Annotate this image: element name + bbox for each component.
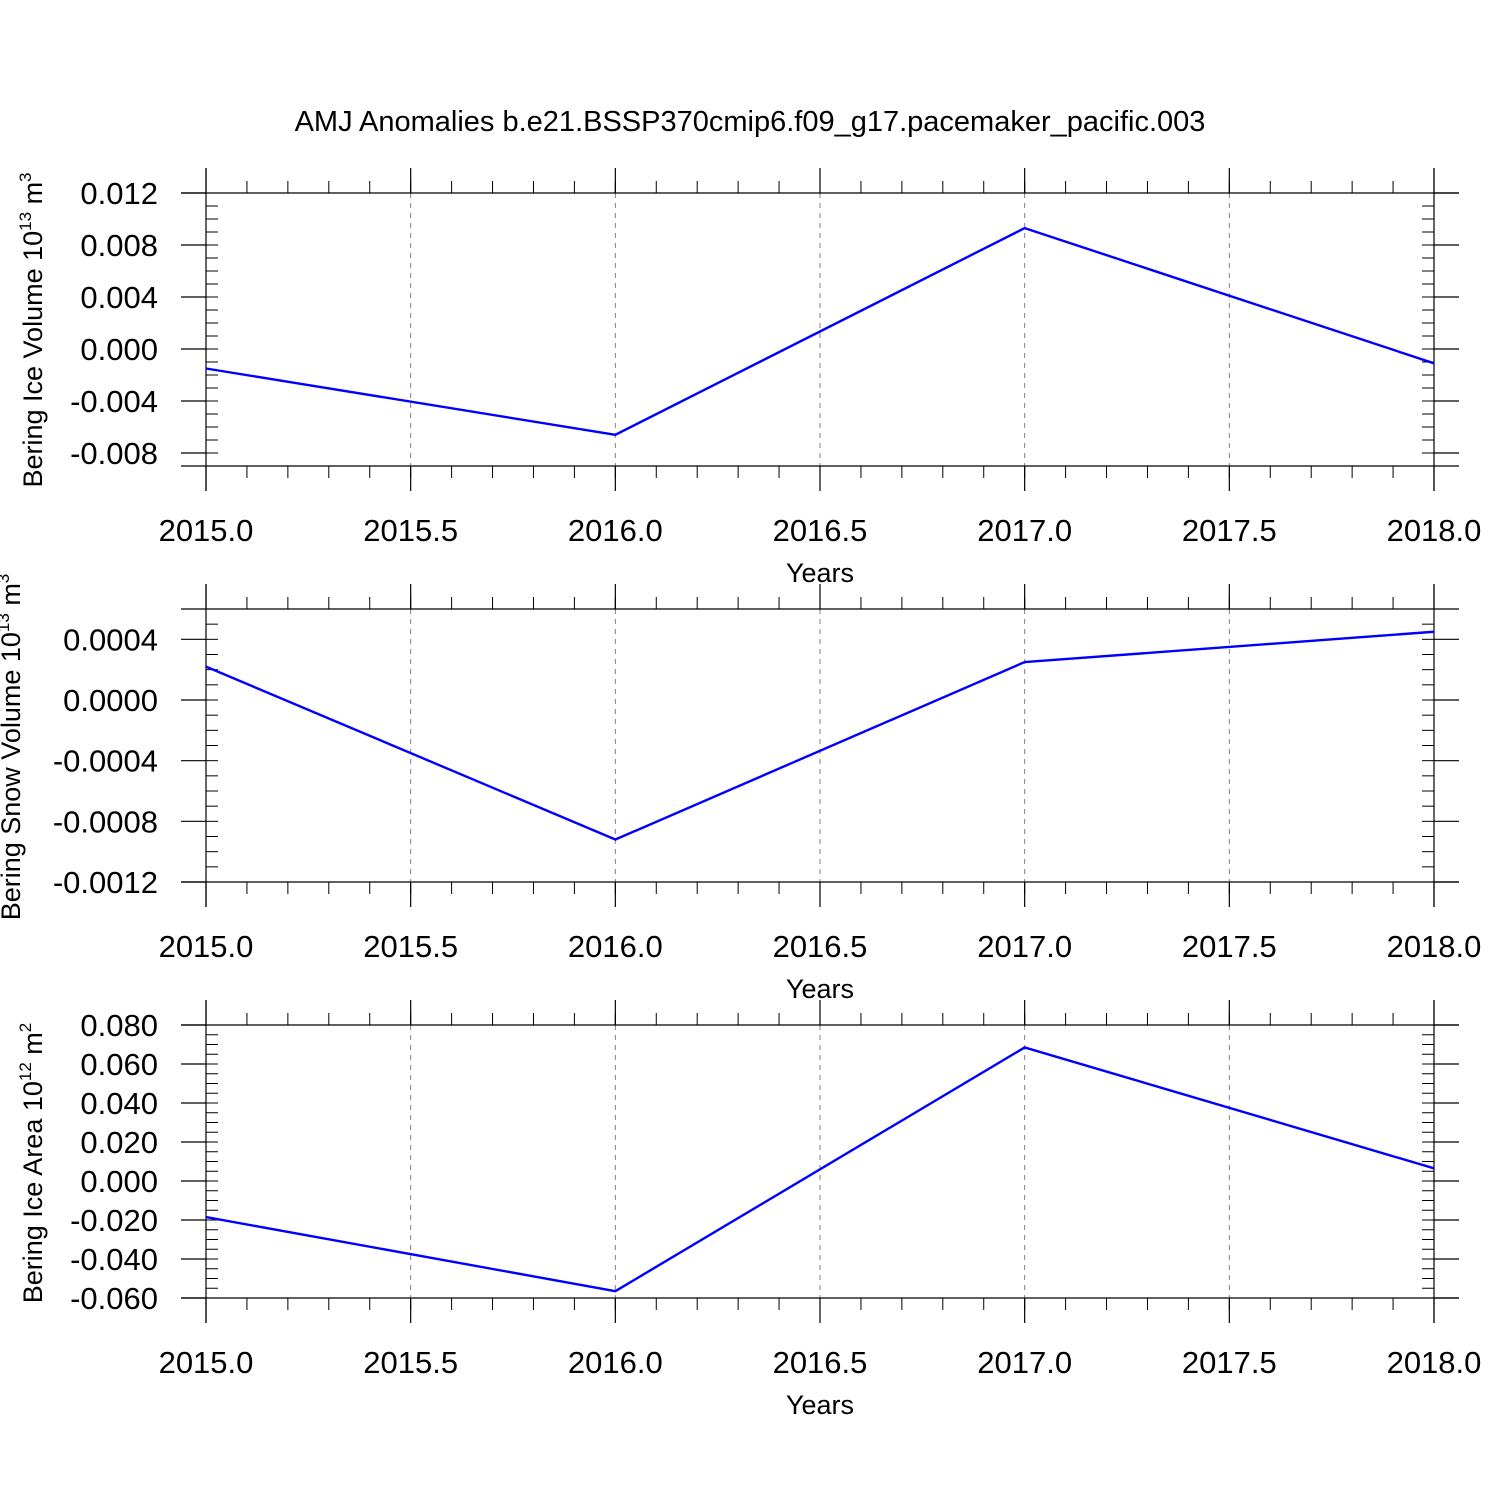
- panel-3: 2015.0 2015.5 2016.0 2016.5 2017.0 2017.5 2018…: [16, 1000, 1481, 1420]
- x-tick-label: 2015.5: [363, 1345, 458, 1380]
- y-tick-label: 0.060: [80, 1047, 158, 1082]
- y-tick-label: -0.0008: [53, 804, 158, 839]
- x-tick-label: 2016.5: [773, 513, 868, 548]
- y-tick-label: -0.008: [70, 436, 158, 471]
- y-axis-label: Bering Ice Volume 1013 m3: [16, 172, 48, 487]
- y-tick-label: 0.0004: [63, 622, 158, 657]
- y-tick-label: 0.004: [80, 280, 158, 315]
- y-tick-label: 0.020: [80, 1125, 158, 1160]
- x-tick-label: 2018.0: [1387, 513, 1482, 548]
- y-tick-label: 0.000: [80, 332, 158, 367]
- y-axis-label-superscript: 13: [0, 613, 13, 632]
- y-tick-label: -0.060: [70, 1281, 158, 1316]
- series-line: [205, 226, 1435, 436]
- x-tick-label: 2018.0: [1387, 929, 1482, 964]
- y-axis-label-superscript: 12: [16, 1062, 35, 1081]
- y-axis-label-superscript: 13: [16, 212, 35, 231]
- y-tick-label: 0.000: [80, 1164, 158, 1199]
- y-axis-label-part: Bering Ice Area 10: [18, 1081, 48, 1303]
- x-tick-label: 2015.0: [159, 929, 254, 964]
- y-tick-label: -0.020: [70, 1203, 158, 1238]
- series-line: [205, 1046, 1435, 1293]
- y-tick-label: 0.080: [80, 1008, 158, 1043]
- y-tick-label: 0.012: [80, 176, 158, 211]
- y-axis-label: Bering Ice Area 1012 m2: [16, 1023, 48, 1304]
- y-axis-label-part: m: [18, 1032, 48, 1062]
- x-axis-label: Years: [786, 1390, 854, 1420]
- x-tick-label: 2017.0: [977, 513, 1072, 548]
- x-tick-label: 2016.0: [568, 1345, 663, 1380]
- x-axis-label: Years: [786, 974, 854, 1004]
- x-tick-label: 2015.0: [159, 1345, 254, 1380]
- x-tick-label: 2015.5: [363, 513, 458, 548]
- x-tick-label: 2016.0: [568, 513, 663, 548]
- y-tick-label: 0.008: [80, 228, 158, 263]
- panel-2: 2015.0 2015.5 2016.0 2016.5 2017.0 2017.5 2018…: [0, 574, 1481, 1004]
- x-tick-label: 2018.0: [1387, 1345, 1482, 1380]
- x-tick-label: 2017.5: [1182, 513, 1277, 548]
- panel-1: 2015.0 2015.5 2016.0 2016.5 2017.0 2017.5 2018…: [16, 168, 1481, 588]
- y-axis-label-part: Bering Snow Volume 10: [0, 632, 26, 920]
- y-tick-label: -0.0004: [53, 744, 158, 779]
- x-tick-label: 2017.5: [1182, 1345, 1277, 1380]
- y-axis-label-superscript: 3: [0, 574, 13, 583]
- x-tick-label: 2017.0: [977, 929, 1072, 964]
- x-tick-label: 2017.5: [1182, 929, 1277, 964]
- y-tick-label: -0.040: [70, 1242, 158, 1277]
- y-axis-label-part: m: [18, 182, 48, 212]
- x-tick-label: 2015.5: [363, 929, 458, 964]
- y-tick-label: 0.040: [80, 1086, 158, 1121]
- y-tick-label: -0.004: [70, 384, 158, 419]
- x-tick-label: 2016.0: [568, 929, 663, 964]
- plots: 2015.0 2015.5 2016.0 2016.5 2017.0 2017.5 2018…: [0, 168, 1481, 1420]
- series-line: [205, 630, 1435, 841]
- figure-title: AMJ Anomalies b.e21.BSSP370cmip6.f09_g17…: [295, 106, 1206, 138]
- y-axis-label: Bering Snow Volume 1013 m3: [0, 574, 26, 921]
- x-tick-label: 2016.5: [773, 929, 868, 964]
- x-axis-label: Years: [786, 558, 854, 588]
- y-axis-label-superscript: 3: [16, 172, 35, 181]
- x-tick-label: 2015.0: [159, 513, 254, 548]
- y-axis-label-superscript: 2: [16, 1023, 35, 1032]
- x-tick-label: 2016.5: [773, 1345, 868, 1380]
- y-tick-label: -0.0012: [53, 865, 158, 900]
- x-tick-label: 2017.0: [977, 1345, 1072, 1380]
- y-tick-label: 0.0000: [63, 683, 158, 718]
- y-axis-label-part: m: [0, 583, 26, 613]
- y-axis-label-part: Bering Ice Volume 10: [18, 231, 48, 488]
